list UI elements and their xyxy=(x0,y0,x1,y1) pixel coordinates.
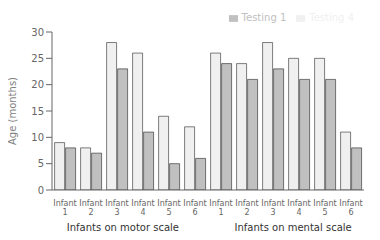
svg-text:Infant3: Infant3 xyxy=(105,199,128,217)
svg-text:0: 0 xyxy=(38,185,44,196)
svg-text:Infants on motor scale: Infants on motor scale xyxy=(67,222,179,232)
svg-text:10: 10 xyxy=(31,132,44,143)
html-text:Testing 1: Testing 1 xyxy=(241,12,287,23)
svg-text:Infant1: Infant1 xyxy=(209,199,232,217)
svg-text:25: 25 xyxy=(31,53,44,64)
svg-text:5: 5 xyxy=(38,158,44,169)
svg-text:20: 20 xyxy=(31,79,44,90)
svg-text:Infant1: Infant1 xyxy=(53,199,76,217)
svg-text:Infant4: Infant4 xyxy=(287,199,310,217)
svg-text:Infant6: Infant6 xyxy=(339,199,362,217)
svg-text:15: 15 xyxy=(31,106,44,117)
svg-text:Infant3: Infant3 xyxy=(261,199,284,217)
html-text:Testing 4: Testing 4 xyxy=(309,12,354,23)
svg-text:Infant2: Infant2 xyxy=(79,199,102,217)
svg-text:30: 30 xyxy=(31,27,44,38)
svg-text:Infant5: Infant5 xyxy=(313,199,336,217)
svg-text:Infant6: Infant6 xyxy=(183,199,206,217)
svg-text:Infant2: Infant2 xyxy=(235,199,258,217)
svg-text:Infants on mental scale: Infants on mental scale xyxy=(234,222,351,232)
svg-text:Age (months): Age (months) xyxy=(8,77,18,145)
svg-text:Infant5: Infant5 xyxy=(157,199,180,217)
svg-text:Infant4: Infant4 xyxy=(131,199,154,217)
